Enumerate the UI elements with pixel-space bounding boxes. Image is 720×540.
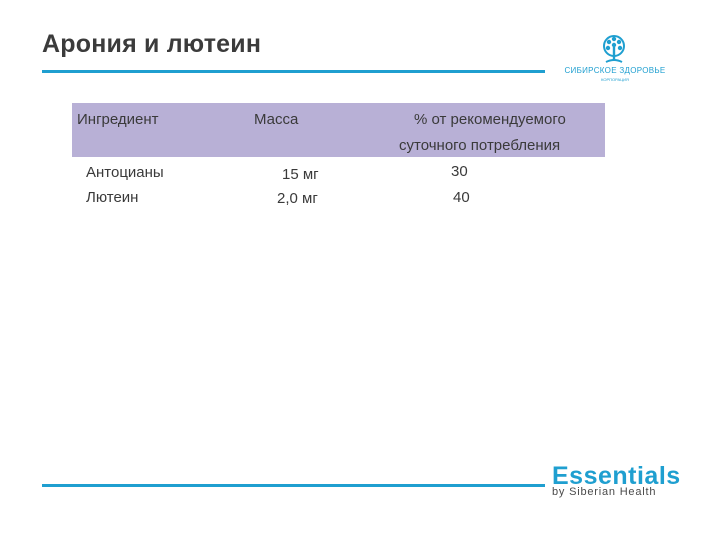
header-ingredient: Ингредиент — [77, 111, 159, 128]
table-header-band — [72, 103, 605, 157]
title-divider — [42, 70, 545, 73]
row-lutein-ingredient: Лютеин — [86, 189, 139, 206]
row-anthocyanins-percent: 30 — [451, 163, 468, 180]
brand-logo — [598, 34, 630, 66]
header-percent-line2: суточного потребления — [399, 137, 561, 154]
row-anthocyanins-ingredient: Антоцианы — [86, 164, 164, 181]
brand-name: СИБИРСКОЕ ЗДОРОВЬЕ — [564, 66, 666, 75]
page-title: Арония и лютеин — [42, 30, 262, 58]
footer-brand-sub: by Siberian Health — [552, 486, 657, 498]
header-mass: Масса — [254, 111, 299, 128]
brand-subtitle: КОРПОРАЦИЯ — [601, 77, 629, 82]
footer-brand: Essentials — [552, 462, 681, 490]
row-lutein-mass: 2,0 мг — [277, 190, 318, 207]
row-lutein-percent: 40 — [453, 189, 470, 206]
footer-divider — [42, 484, 545, 487]
row-anthocyanins-mass: 15 мг — [282, 166, 319, 183]
header-percent-line1: % от рекомендуемого — [414, 111, 566, 128]
tree-icon — [598, 34, 630, 66]
